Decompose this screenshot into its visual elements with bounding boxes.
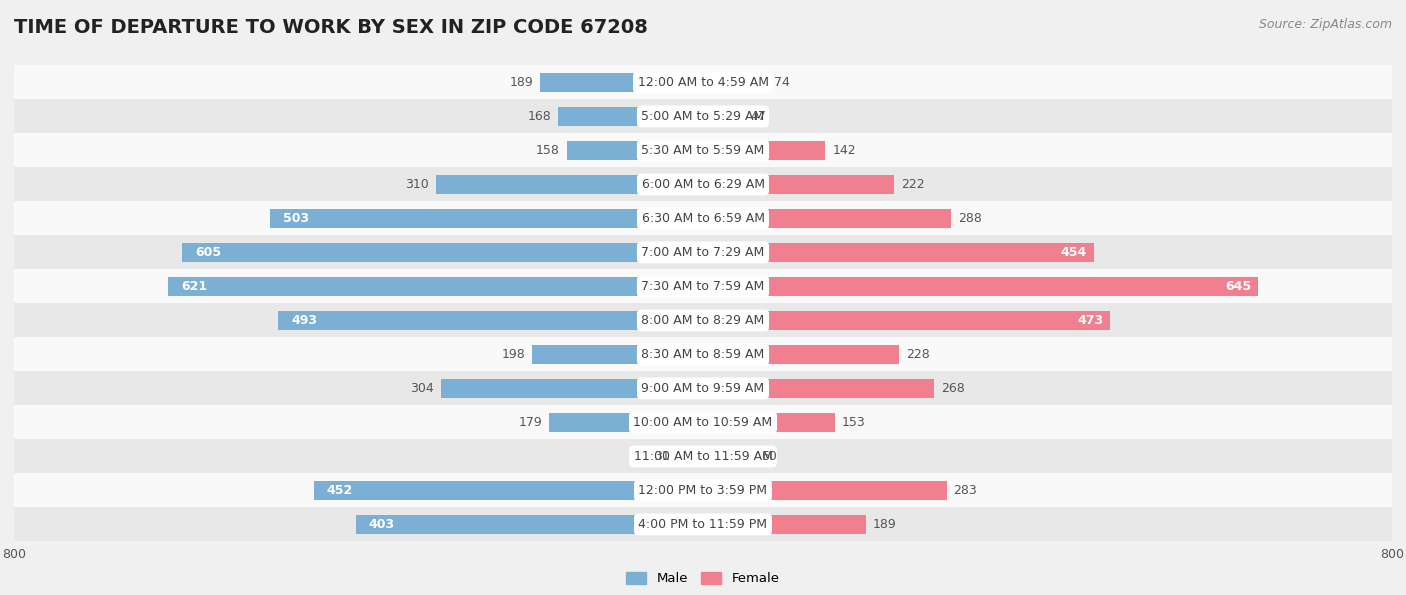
Text: 6:30 AM to 6:59 AM: 6:30 AM to 6:59 AM	[641, 212, 765, 225]
Text: 268: 268	[941, 382, 965, 395]
Bar	[14, 508, 1392, 541]
Bar	[14, 440, 1392, 474]
Text: 605: 605	[195, 246, 221, 259]
Bar	[436, 174, 703, 195]
Bar	[703, 174, 894, 195]
Bar	[703, 345, 900, 364]
Bar	[703, 209, 950, 228]
Bar	[14, 303, 1392, 337]
Text: Source: ZipAtlas.com: Source: ZipAtlas.com	[1258, 18, 1392, 31]
Bar	[540, 73, 703, 92]
Bar	[558, 107, 703, 126]
Bar	[181, 243, 703, 262]
Text: 10:00 AM to 10:59 AM: 10:00 AM to 10:59 AM	[634, 416, 772, 429]
Bar	[703, 243, 1094, 262]
Text: 4:00 PM to 11:59 PM: 4:00 PM to 11:59 PM	[638, 518, 768, 531]
Text: 60: 60	[762, 450, 778, 463]
Legend: Male, Female: Male, Female	[620, 565, 786, 592]
Text: 74: 74	[773, 76, 790, 89]
Text: 222: 222	[901, 178, 925, 191]
Text: 12:00 AM to 4:59 AM: 12:00 AM to 4:59 AM	[637, 76, 769, 89]
Bar	[567, 140, 703, 160]
Bar	[14, 236, 1392, 270]
Text: 403: 403	[368, 518, 395, 531]
Bar	[703, 515, 866, 534]
Bar	[703, 277, 1258, 296]
Bar	[676, 447, 703, 466]
Text: 47: 47	[751, 110, 766, 123]
Text: 12:00 PM to 3:59 PM: 12:00 PM to 3:59 PM	[638, 484, 768, 497]
Text: 310: 310	[405, 178, 429, 191]
Text: 7:00 AM to 7:29 AM: 7:00 AM to 7:29 AM	[641, 246, 765, 259]
Text: 31: 31	[654, 450, 669, 463]
Bar	[270, 209, 703, 228]
Text: 153: 153	[842, 416, 866, 429]
Text: 304: 304	[411, 382, 434, 395]
Bar	[14, 270, 1392, 303]
Text: 228: 228	[907, 348, 929, 361]
Text: 8:00 AM to 8:29 AM: 8:00 AM to 8:29 AM	[641, 314, 765, 327]
Bar	[703, 378, 934, 398]
Bar	[278, 311, 703, 330]
Bar	[703, 107, 744, 126]
Text: 7:30 AM to 7:59 AM: 7:30 AM to 7:59 AM	[641, 280, 765, 293]
Bar	[703, 311, 1111, 330]
Bar	[356, 515, 703, 534]
Text: 142: 142	[832, 144, 856, 157]
Bar	[703, 73, 766, 92]
Text: 168: 168	[527, 110, 551, 123]
Bar	[14, 337, 1392, 371]
Text: 5:30 AM to 5:59 AM: 5:30 AM to 5:59 AM	[641, 144, 765, 157]
Bar	[703, 412, 835, 433]
Text: 179: 179	[519, 416, 541, 429]
Text: 288: 288	[957, 212, 981, 225]
Bar	[533, 345, 703, 364]
Text: 621: 621	[181, 280, 207, 293]
Bar	[14, 371, 1392, 405]
Bar	[314, 481, 703, 500]
Bar	[14, 133, 1392, 167]
Bar	[548, 412, 703, 433]
Text: 454: 454	[1062, 246, 1087, 259]
Bar	[14, 167, 1392, 202]
Text: 493: 493	[291, 314, 318, 327]
Bar	[14, 405, 1392, 440]
Text: 189: 189	[509, 76, 533, 89]
Text: 5:00 AM to 5:29 AM: 5:00 AM to 5:29 AM	[641, 110, 765, 123]
Bar	[14, 474, 1392, 508]
Bar	[14, 65, 1392, 99]
Text: 452: 452	[326, 484, 353, 497]
Bar	[441, 378, 703, 398]
Text: 9:00 AM to 9:59 AM: 9:00 AM to 9:59 AM	[641, 382, 765, 395]
Text: 189: 189	[873, 518, 897, 531]
Text: 6:00 AM to 6:29 AM: 6:00 AM to 6:29 AM	[641, 178, 765, 191]
Text: TIME OF DEPARTURE TO WORK BY SEX IN ZIP CODE 67208: TIME OF DEPARTURE TO WORK BY SEX IN ZIP …	[14, 18, 648, 37]
Text: 503: 503	[283, 212, 309, 225]
Text: 645: 645	[1226, 280, 1251, 293]
Bar	[169, 277, 703, 296]
Text: 283: 283	[953, 484, 977, 497]
Bar	[14, 99, 1392, 133]
Text: 158: 158	[536, 144, 560, 157]
Bar	[14, 202, 1392, 236]
Text: 198: 198	[502, 348, 526, 361]
Text: 11:00 AM to 11:59 AM: 11:00 AM to 11:59 AM	[634, 450, 772, 463]
Bar	[703, 140, 825, 160]
Text: 8:30 AM to 8:59 AM: 8:30 AM to 8:59 AM	[641, 348, 765, 361]
Text: 473: 473	[1077, 314, 1104, 327]
Bar	[703, 481, 946, 500]
Bar	[703, 447, 755, 466]
